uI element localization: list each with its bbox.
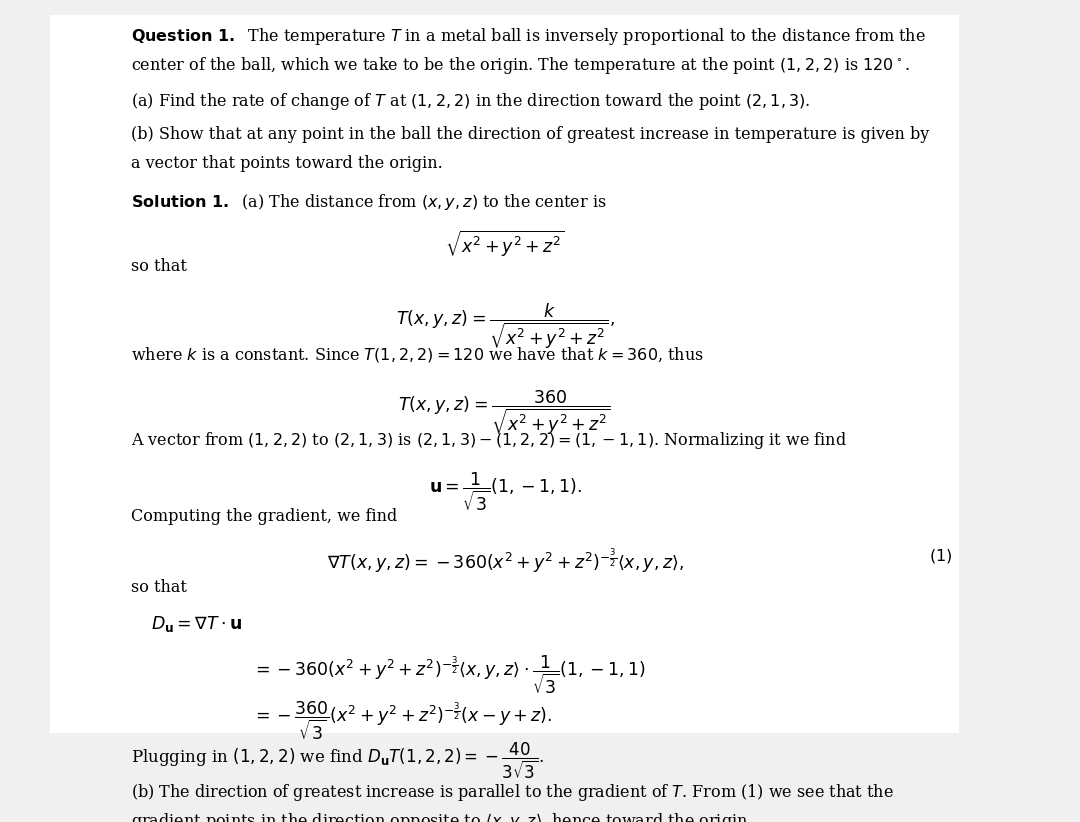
Text: so that: so that	[132, 579, 187, 596]
Text: $\nabla T(x,y,z) = -360(x^2+y^2+z^2)^{-\frac{3}{2}}\langle x,y,z\rangle,$: $\nabla T(x,y,z) = -360(x^2+y^2+z^2)^{-\…	[326, 547, 684, 575]
Text: A vector from $(1,2,2)$ to $(2,1,3)$ is $(2,1,3)-(1,2,2)=(1,-1,1)$. Normalizing : A vector from $(1,2,2)$ to $(2,1,3)$ is …	[132, 430, 847, 450]
Text: center of the ball, which we take to be the origin. The temperature at the point: center of the ball, which we take to be …	[132, 54, 910, 76]
Text: $= -\dfrac{360}{\sqrt{3}}(x^2+y^2+z^2)^{-\frac{3}{2}}(x-y+z).$: $= -\dfrac{360}{\sqrt{3}}(x^2+y^2+z^2)^{…	[253, 700, 553, 742]
Text: a vector that points toward the origin.: a vector that points toward the origin.	[132, 155, 443, 172]
Text: (b) Show that at any point in the ball the direction of greatest increase in tem: (b) Show that at any point in the ball t…	[132, 127, 930, 144]
Text: $(1)$: $(1)$	[929, 547, 953, 566]
Text: $\mathbf{u} = \dfrac{1}{\sqrt{3}}(1,-1,1).$: $\mathbf{u} = \dfrac{1}{\sqrt{3}}(1,-1,1…	[429, 471, 581, 513]
Text: gradient points in the direction opposite to $\langle x,y,z\rangle$, hence towar: gradient points in the direction opposit…	[132, 810, 753, 822]
FancyBboxPatch shape	[51, 15, 959, 733]
Text: $T(x,y,z) = \dfrac{360}{\sqrt{x^2+y^2+z^2}}$: $T(x,y,z) = \dfrac{360}{\sqrt{x^2+y^2+z^…	[399, 389, 611, 437]
Text: $\sqrt{x^2+y^2+z^2}$: $\sqrt{x^2+y^2+z^2}$	[445, 229, 565, 259]
Text: $= -360(x^2+y^2+z^2)^{-\frac{3}{2}}\langle x,y,z\rangle \cdot \dfrac{1}{\sqrt{3}: $= -360(x^2+y^2+z^2)^{-\frac{3}{2}}\lang…	[253, 653, 647, 696]
Text: $\mathbf{Question\ 1.}$  The temperature $T$ in a metal ball is inversely propor: $\mathbf{Question\ 1.}$ The temperature …	[132, 26, 926, 47]
Text: (b) The direction of greatest increase is parallel to the gradient of $T$. From : (b) The direction of greatest increase i…	[132, 783, 894, 803]
Text: where $k$ is a constant. Since $T(1,2,2) = 120$ we have that $k = 360$, thus: where $k$ is a constant. Since $T(1,2,2)…	[132, 345, 704, 364]
Text: so that: so that	[132, 258, 187, 275]
Text: $T(x,y,z) = \dfrac{k}{\sqrt{x^2+y^2+z^2}},$: $T(x,y,z) = \dfrac{k}{\sqrt{x^2+y^2+z^2}…	[395, 302, 615, 351]
Text: Plugging in $(1,2,2)$ we find $D_{\mathbf{u}}T(1,2,2) = -\dfrac{40}{3\sqrt{3}}$.: Plugging in $(1,2,2)$ we find $D_{\mathb…	[132, 741, 544, 781]
Text: $D_{\mathbf{u}} = \nabla T \cdot \mathbf{u}$: $D_{\mathbf{u}} = \nabla T \cdot \mathbf…	[151, 615, 243, 635]
Text: $\mathbf{Solution\ 1.}$  (a) The distance from $(x,y,z)$ to the center is: $\mathbf{Solution\ 1.}$ (a) The distance…	[132, 192, 607, 212]
Text: Computing the gradient, we find: Computing the gradient, we find	[132, 508, 397, 525]
Text: (a) Find the rate of change of $T$ at $(1,2,2)$ in the direction toward the poin: (a) Find the rate of change of $T$ at $(…	[132, 90, 811, 112]
